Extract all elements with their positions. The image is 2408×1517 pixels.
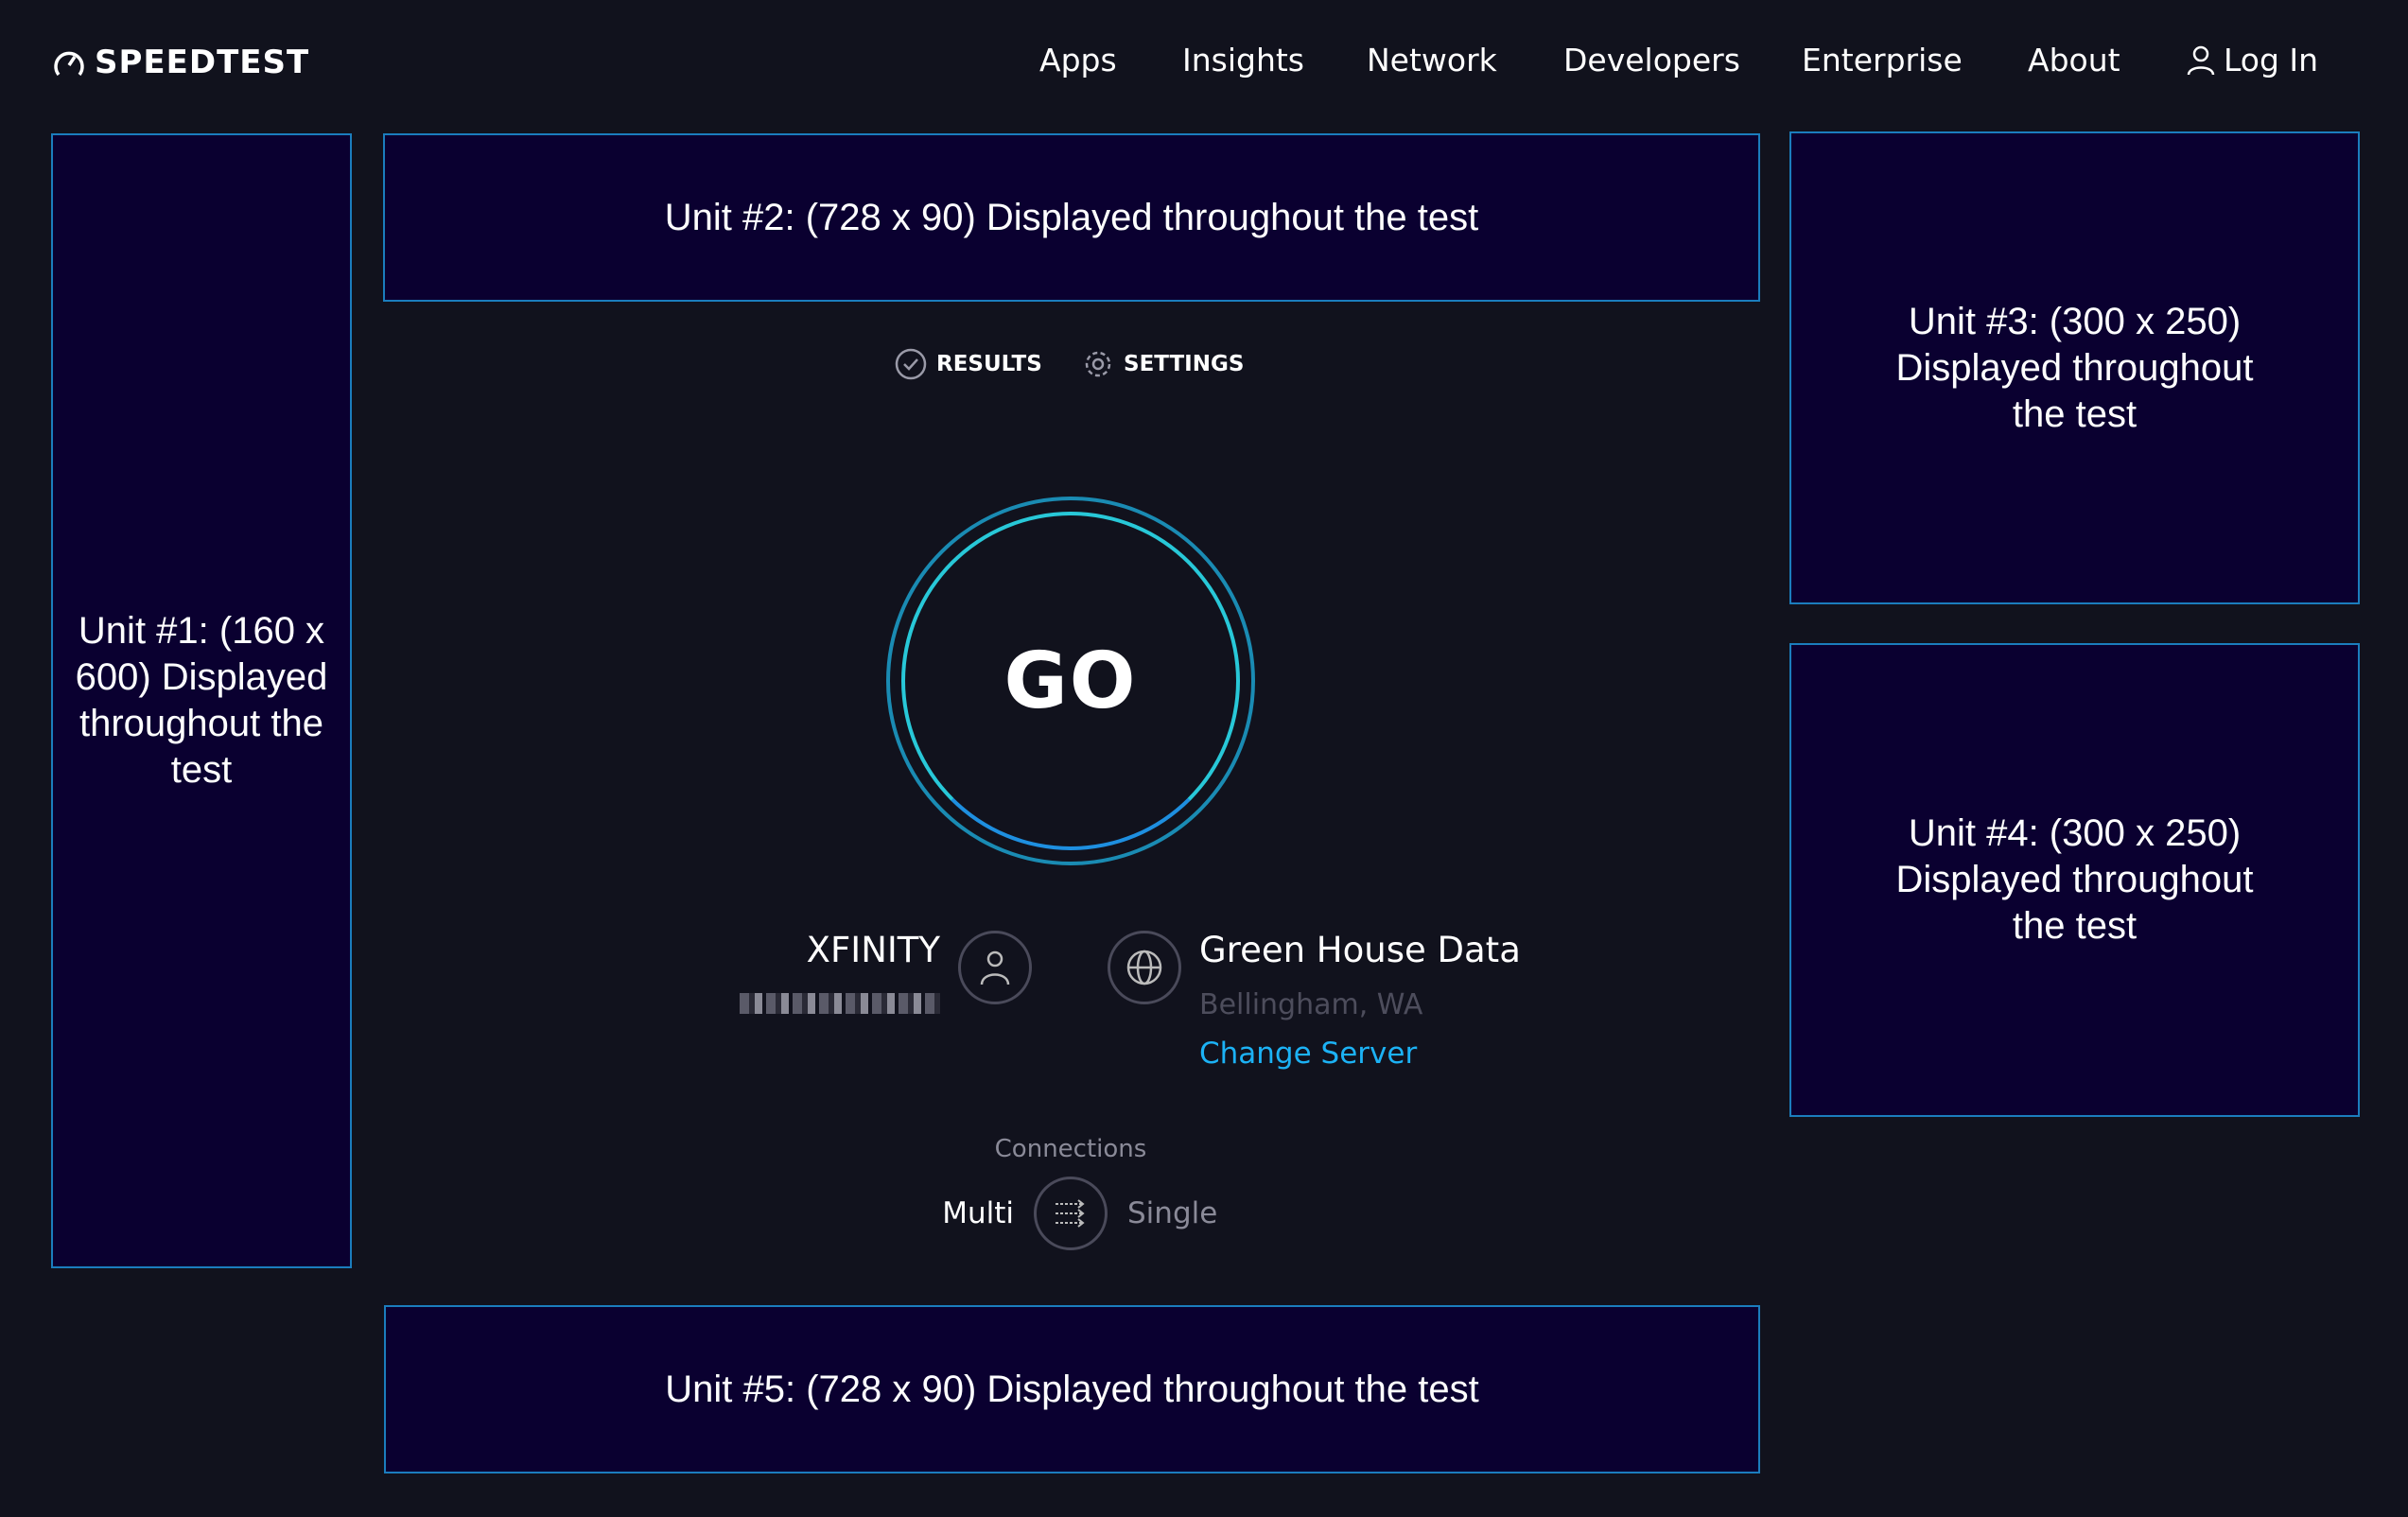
server-name: Green House Data bbox=[1199, 930, 1521, 970]
logo-text: SPEEDTEST bbox=[95, 44, 310, 81]
speedtest-logo[interactable]: SPEEDTEST bbox=[51, 44, 309, 81]
go-button[interactable]: GO bbox=[901, 512, 1240, 850]
tab-results[interactable]: RESULTS bbox=[895, 348, 1042, 380]
nav-apps[interactable]: Apps bbox=[1039, 42, 1117, 78]
login-label: Log In bbox=[2224, 42, 2319, 78]
connections-multi[interactable]: Multi bbox=[942, 1196, 1014, 1230]
ad-unit-2-text: Unit #2: (728 x 90) Displayed throughout… bbox=[664, 196, 1479, 238]
person-icon bbox=[980, 950, 1010, 985]
tab-settings-label: SETTINGS bbox=[1124, 352, 1245, 376]
ad-unit-4[interactable]: Unit #4: (300 x 250) Displayed throughou… bbox=[1789, 643, 2360, 1117]
ad-unit-5[interactable]: Unit #5: (728 x 90) Displayed throughout… bbox=[384, 1305, 1760, 1473]
nav-network[interactable]: Network bbox=[1367, 42, 1497, 78]
tab-results-label: RESULTS bbox=[936, 352, 1042, 376]
redacted-ip bbox=[740, 993, 940, 1014]
go-button-ring bbox=[886, 497, 1255, 865]
ad-unit-1[interactable]: Unit #1: (160 x 600) Displayed throughou… bbox=[51, 133, 352, 1268]
check-circle-icon bbox=[895, 348, 927, 380]
nav-insights[interactable]: Insights bbox=[1182, 42, 1305, 78]
ad-unit-2[interactable]: Unit #2: (728 x 90) Displayed throughout… bbox=[383, 133, 1760, 302]
connections-label: Connections bbox=[994, 1135, 1147, 1163]
ad-unit-3[interactable]: Unit #3: (300 x 250) Displayed throughou… bbox=[1789, 131, 2360, 604]
user-icon bbox=[2187, 45, 2215, 75]
server-icon-circle[interactable] bbox=[1108, 931, 1181, 1004]
server-location: Bellingham, WA bbox=[1199, 988, 1423, 1021]
ad-unit-1-text: Unit #1: (160 x 600) Displayed throughou… bbox=[75, 610, 328, 791]
nav-developers[interactable]: Developers bbox=[1563, 42, 1740, 78]
nav-about[interactable]: About bbox=[2028, 42, 2120, 78]
ad-unit-5-text: Unit #5: (728 x 90) Displayed throughout… bbox=[665, 1368, 1479, 1410]
isp-icon-circle[interactable] bbox=[958, 931, 1032, 1004]
isp-name: XFINITY bbox=[806, 930, 940, 970]
multi-connections-icon bbox=[1056, 1199, 1085, 1228]
ad-unit-3-text: Unit #3: (300 x 250) Displayed throughou… bbox=[1895, 300, 2254, 435]
nav-enterprise[interactable]: Enterprise bbox=[1802, 42, 1963, 78]
tab-settings[interactable]: SETTINGS bbox=[1082, 348, 1244, 380]
gear-icon bbox=[1085, 351, 1111, 377]
change-server-link[interactable]: Change Server bbox=[1199, 1037, 1418, 1071]
login-link[interactable]: Log In bbox=[2186, 42, 2318, 78]
speedometer-icon bbox=[54, 51, 84, 77]
ad-unit-4-text: Unit #4: (300 x 250) Displayed throughou… bbox=[1895, 812, 2254, 947]
globe-icon bbox=[1126, 950, 1162, 985]
go-label: GO bbox=[1003, 636, 1138, 726]
connections-single[interactable]: Single bbox=[1127, 1196, 1218, 1230]
connections-toggle[interactable] bbox=[1034, 1177, 1108, 1250]
